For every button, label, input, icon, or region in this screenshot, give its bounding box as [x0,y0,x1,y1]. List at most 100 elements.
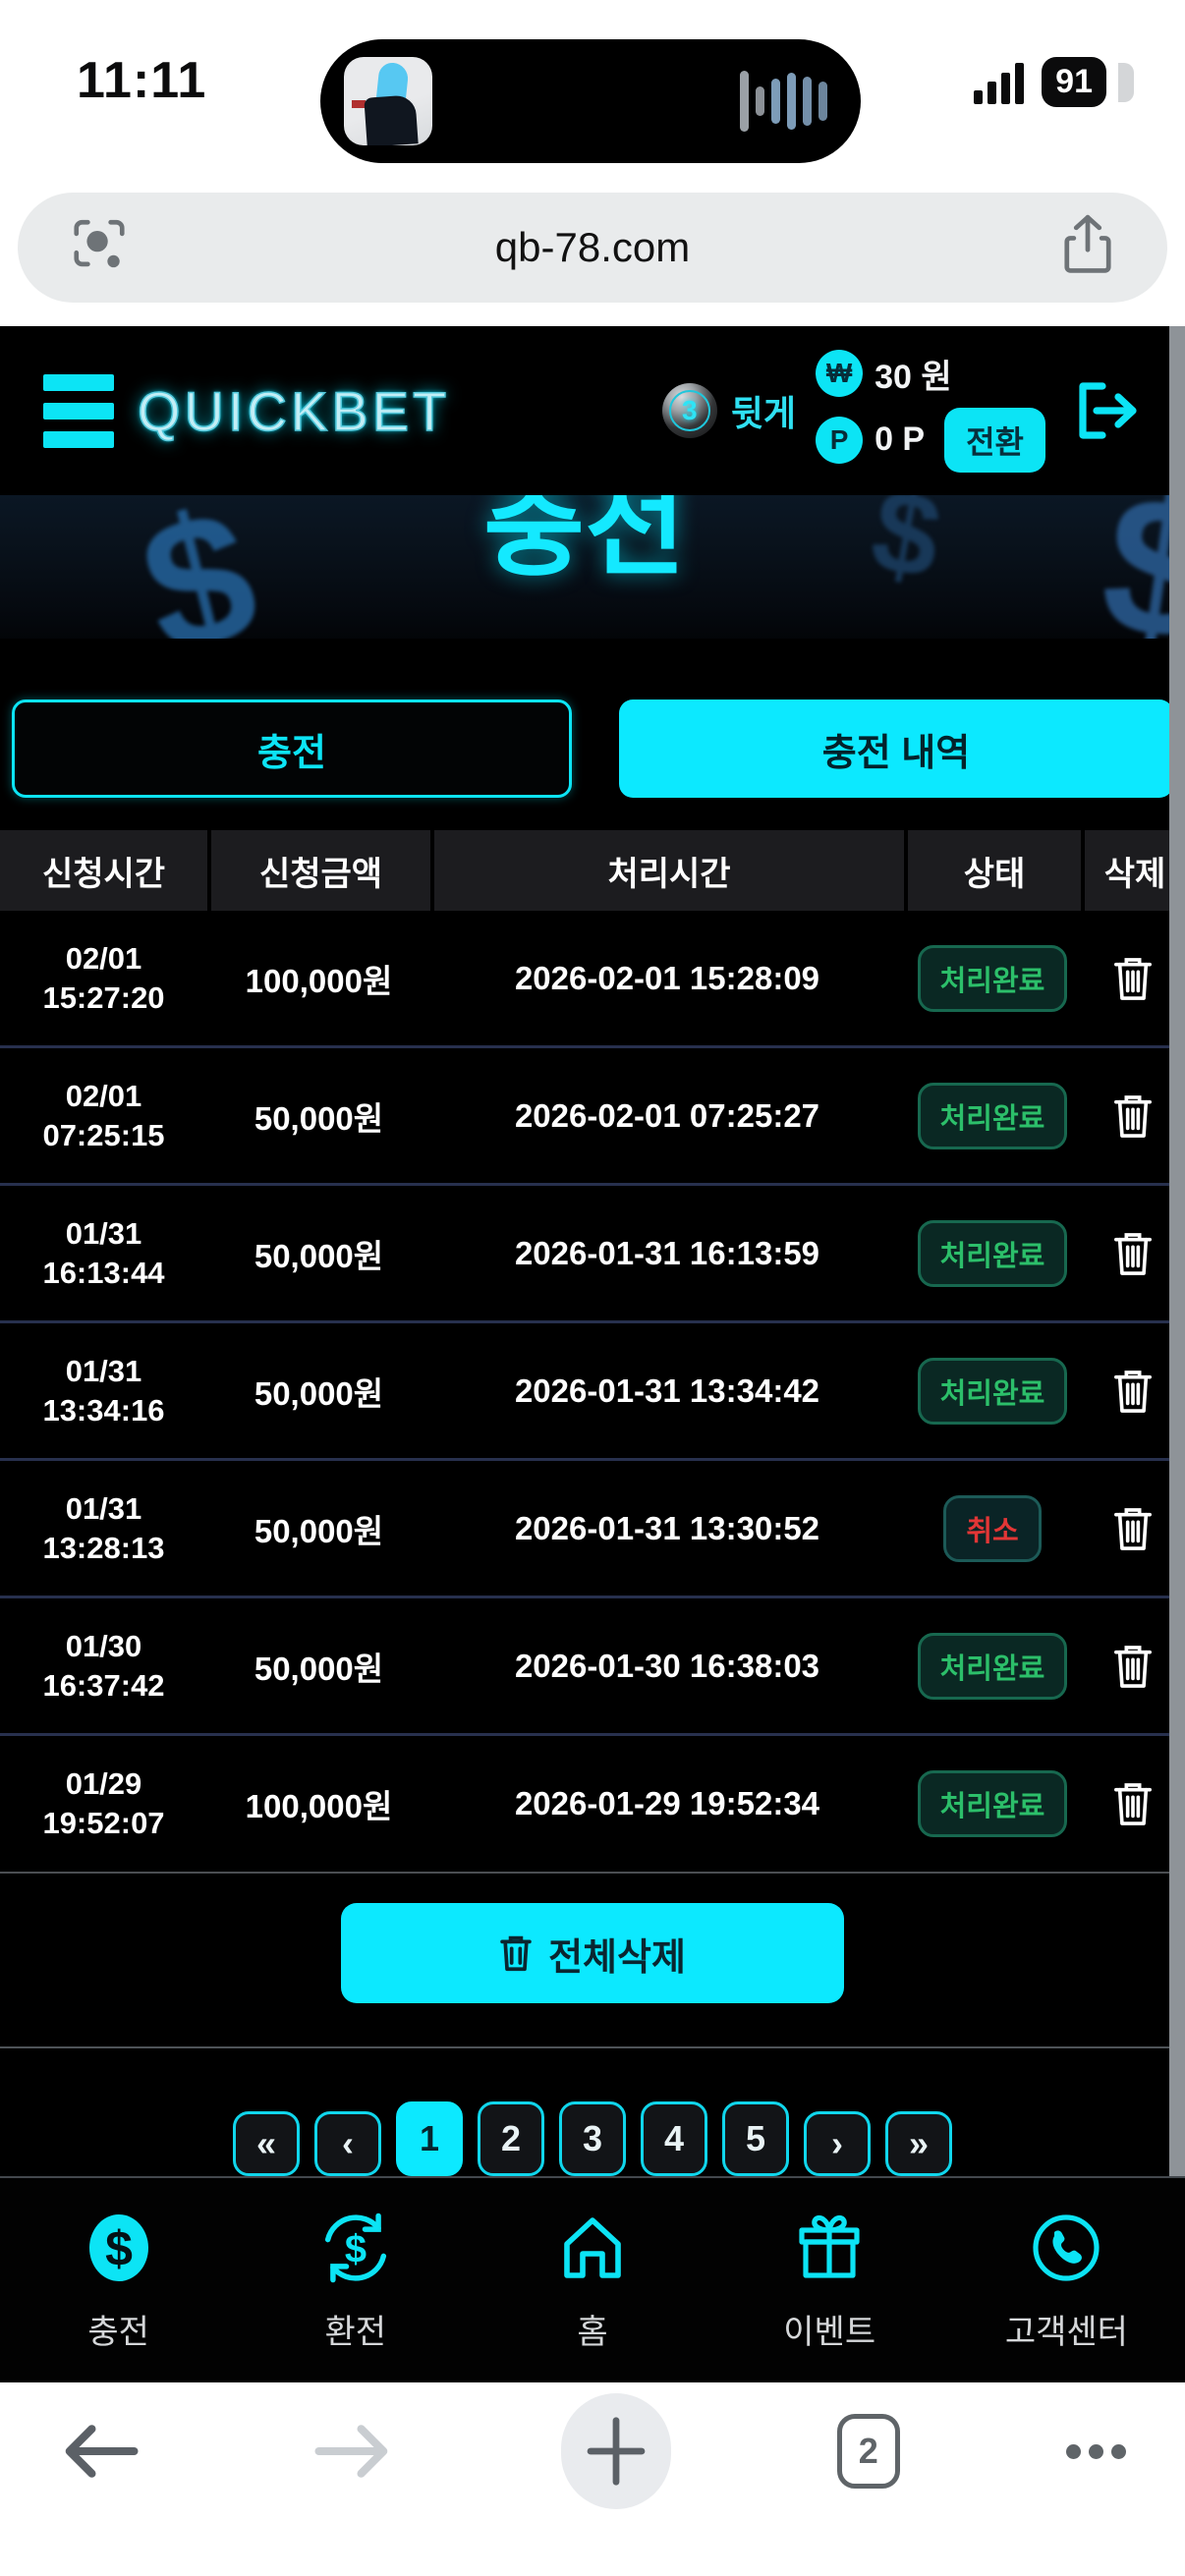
lens-scan-icon[interactable] [69,215,130,281]
status-badge: 처리완료 [917,1632,1068,1700]
request-time: 07:25:15 [42,1117,165,1152]
point-balance-row: P 0 P 전환 [816,407,1045,473]
nav-item-events[interactable]: 이벤트 [711,2178,948,2382]
request-amount: 100,000원 [245,962,393,999]
pagination-button[interactable]: « [233,2111,300,2176]
request-amount: 100,000원 [245,1788,393,1824]
pagination-button[interactable]: 5 [722,2101,789,2176]
audio-waveform-icon [740,71,827,132]
tab-switcher-button[interactable]: 2 [836,2414,900,2489]
pagination-button[interactable]: 4 [641,2101,707,2176]
request-date: 02/01 [65,940,142,976]
col-request-amount: 신청금액 [207,830,430,911]
point-balance: 0 P [875,420,926,458]
table-row: 01/31 13:34:16 50,000원 2026-01-31 13:34:… [0,1323,1185,1461]
dollar-coin-icon: $ [80,2209,158,2287]
level-name: 뒷게 [730,393,797,433]
level-indicator: 3 뒷게 [661,383,797,438]
pagination-button[interactable]: 1 [396,2101,463,2176]
menu-icon[interactable] [43,373,114,448]
processed-time: 2026-01-31 13:30:52 [514,1509,820,1546]
pagination-button[interactable]: 3 [559,2101,626,2176]
exchange-icon: $ [314,2209,397,2287]
back-button[interactable] [59,2416,143,2487]
pagination-button[interactable]: › [804,2111,871,2176]
point-coin-icon: P [816,416,864,464]
delete-row-button[interactable] [1081,1230,1185,1277]
col-request-time: 신청시간 [41,855,166,893]
request-date: 01/31 [65,1353,142,1388]
dynamic-island[interactable] [320,39,861,163]
request-time: 19:52:07 [42,1806,165,1840]
request-date: 01/29 [65,1766,142,1802]
new-tab-button[interactable] [560,2393,671,2509]
status-badge: 처리완료 [917,1770,1068,1837]
deposit-banner: $ $ $ 충전 [0,495,1185,639]
status-badge: 처리완료 [917,1357,1068,1425]
request-amount: 50,000원 [254,1650,384,1687]
won-coin-icon: ₩ [816,350,864,397]
tab-deposit[interactable]: 충전 [12,700,572,798]
delete-row-button[interactable] [1081,1505,1185,1552]
request-time: 13:34:16 [42,1392,165,1428]
nav-item-exchange[interactable]: $ 환전 [237,2178,474,2382]
share-icon[interactable] [1059,213,1116,283]
request-amount: 50,000원 [254,1374,384,1412]
browser-toolbar: 2 [0,2382,1185,2576]
url-text[interactable]: qb-78.com [494,224,691,270]
battery-cap [1118,62,1134,102]
delete-all-button[interactable]: 전체삭제 [341,1903,844,2003]
nav-item-support[interactable]: 고객센터 [948,2178,1185,2382]
pagination-button[interactable]: ‹ [314,2111,381,2176]
site-bottom-nav: $ 충전 $ 환전 홈 [0,2176,1185,2382]
nav-item-home[interactable]: 홈 [474,2178,710,2382]
request-date: 02/01 [65,1078,142,1113]
svg-text:$: $ [345,2227,367,2270]
logout-icon[interactable] [1071,378,1142,443]
nav-item-deposit[interactable]: $ 충전 [0,2178,237,2382]
table-row: 02/01 07:25:15 50,000원 2026-02-01 07:25:… [0,1048,1185,1186]
table-header-row: 신청시간 신청금액 처리시간 상태 삭제 [0,830,1185,911]
forward-button[interactable] [310,2416,394,2487]
convert-button[interactable]: 전환 [944,407,1045,473]
processed-time: 2026-01-29 19:52:34 [514,1785,820,1821]
request-time: 16:37:42 [42,1667,165,1703]
processed-time: 2026-02-01 07:25:27 [514,1096,820,1134]
table-row: 01/29 19:52:07 100,000원 2026-01-29 19:52… [0,1736,1185,1874]
cellular-signal-icon [974,61,1025,104]
pagination-button[interactable]: 2 [478,2101,544,2176]
col-status: 상태 [904,830,1081,911]
delete-row-button[interactable] [1081,1780,1185,1827]
request-amount: 50,000원 [254,1099,384,1137]
address-bar[interactable]: qb-78.com [18,193,1167,303]
delete-row-button[interactable] [1081,1368,1185,1415]
status-badge: 처리완료 [917,944,1068,1012]
site-logo[interactable]: QUICKBET [137,379,451,443]
tab-deposit-history[interactable]: 충전 내역 [619,700,1173,798]
home-icon [553,2209,632,2287]
request-date: 01/30 [65,1628,142,1663]
request-time: 13:28:13 [42,1530,165,1565]
deposit-tabs: 충전 충전 내역 [12,700,1173,798]
won-balance: 30 원 [875,358,952,396]
web-content: QUICKBET 3 뒷게 ₩ 30 원 P 0 P 전환 [0,326,1185,2382]
status-badge: 처리완료 [917,1219,1068,1287]
table-row: 01/31 16:13:44 50,000원 2026-01-31 16:13:… [0,1186,1185,1323]
gift-icon [790,2209,869,2287]
request-date: 01/31 [65,1215,142,1251]
delete-row-button[interactable] [1081,955,1185,1002]
delete-row-button[interactable] [1081,1092,1185,1140]
browser-address-zone: qb-78.com [0,177,1185,326]
request-time: 16:13:44 [42,1255,165,1290]
browser-menu-button[interactable] [1066,2443,1126,2459]
processed-time: 2026-01-30 16:38:03 [514,1647,820,1684]
page-scrollbar[interactable] [1169,326,1185,2176]
deposit-history-table: 신청시간 신청금액 처리시간 상태 삭제 02/01 15:27:20 100,… [0,830,1185,1874]
pagination-button[interactable]: » [885,2111,952,2176]
svg-text:$: $ [105,2221,133,2276]
status-badge: 처리완료 [917,1082,1068,1149]
processed-time: 2026-01-31 13:34:42 [514,1372,820,1409]
banner-title: 충전 [482,495,687,588]
battery-indicator: 91 [1042,57,1106,107]
delete-row-button[interactable] [1081,1643,1185,1690]
